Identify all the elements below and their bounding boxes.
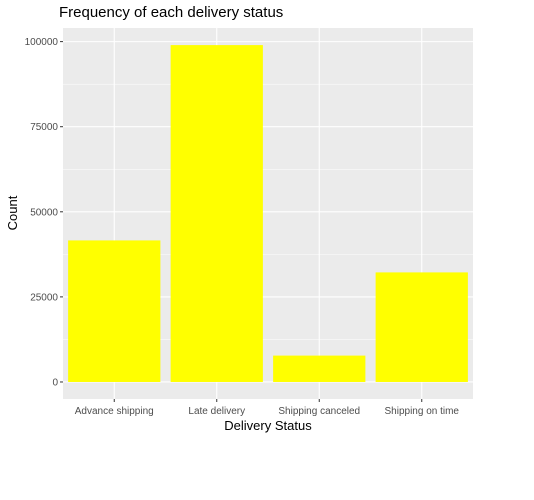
y-tick-label: 100000 [25, 37, 59, 48]
x-tick-label: Advance shipping [75, 406, 154, 417]
y-tick-label: 75000 [30, 122, 58, 133]
y-axis: 0 25000 50000 75000 100000 [25, 37, 63, 388]
y-tick-label: 50000 [30, 207, 58, 218]
bar [273, 355, 366, 382]
y-axis-title: Count [5, 195, 20, 230]
bar [375, 272, 468, 382]
x-tick-label: Shipping on time [385, 406, 460, 417]
x-axis-title: Delivery Status [224, 418, 312, 433]
x-tick-label: Late delivery [188, 406, 245, 417]
x-tick-label: Shipping canceled [278, 406, 360, 417]
bars [68, 45, 468, 382]
bar [170, 45, 263, 382]
bar [68, 240, 161, 382]
x-axis: Advance shipping Late delivery Shipping ca… [75, 399, 460, 417]
y-tick-label: 25000 [30, 292, 58, 303]
y-tick-label: 0 [52, 377, 58, 388]
chart-title: Frequency of each delivery status [59, 4, 283, 21]
